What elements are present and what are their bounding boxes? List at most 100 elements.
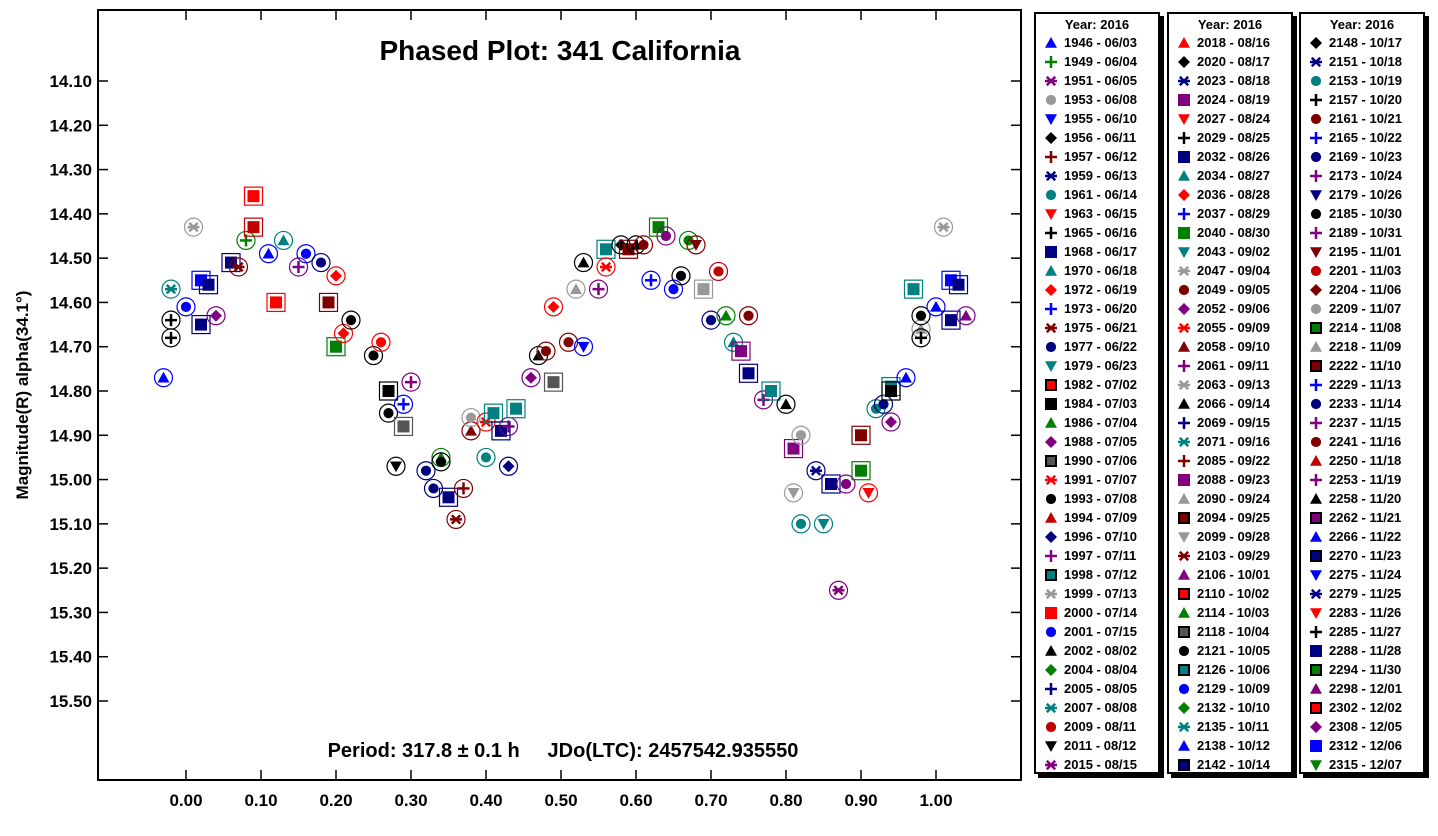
- legend-entry: 2262 - 11/21: [1301, 508, 1423, 527]
- legend-entry: 2189 - 10/31: [1301, 223, 1423, 242]
- legend-marker: [1178, 341, 1190, 352]
- legend-marker: [1310, 227, 1322, 239]
- data-point: [791, 514, 811, 534]
- legend-marker: [1045, 702, 1057, 714]
- legend-column: Year: 2016 2148 - 10/17 2151 - 10/18 2153 -…: [1299, 12, 1425, 774]
- legend-label: 2027 - 08/24: [1197, 111, 1271, 126]
- legend-entry: 2090 - 09/24: [1169, 489, 1291, 508]
- legend-label: 2214 - 11/08: [1329, 320, 1402, 335]
- data-point: [206, 306, 226, 326]
- legend-marker: [1310, 265, 1322, 277]
- legend-marker: [1045, 379, 1057, 391]
- legend-marker: [1310, 56, 1322, 68]
- legend-marker: [1178, 607, 1190, 618]
- data-point: [941, 310, 961, 330]
- legend-marker: [1310, 398, 1322, 410]
- legend-label: 2055 - 09/09: [1197, 320, 1271, 335]
- legend-marker: [1310, 113, 1322, 125]
- data-point: [371, 332, 391, 352]
- data-point: [693, 279, 714, 299]
- data-point: [393, 394, 414, 414]
- legend-label: 1963 - 06/15: [1064, 206, 1138, 221]
- legend-entry: 1991 - 07/07: [1036, 470, 1158, 489]
- legend-entry: 2179 - 10/26: [1301, 185, 1423, 204]
- legend-entry: 2085 - 09/22: [1169, 451, 1291, 470]
- legend-label: 1946 - 06/03: [1064, 35, 1138, 50]
- legend-entry: 1963 - 06/15: [1036, 204, 1158, 223]
- legend-label: 2169 - 10/23: [1329, 149, 1403, 164]
- data-point: [708, 261, 729, 282]
- x-tick-label: 0.60: [619, 791, 652, 810]
- legend-label: 2114 - 10/03: [1197, 605, 1270, 620]
- legend-marker: [1310, 151, 1322, 163]
- legend-entry: 2043 - 09/02: [1169, 242, 1291, 261]
- data-point: [641, 270, 661, 290]
- legend-label: 2043 - 09/02: [1197, 244, 1271, 259]
- legend-marker: [1178, 94, 1190, 106]
- data-point: [588, 279, 609, 299]
- legend-entry: 2009 - 08/11: [1036, 717, 1158, 736]
- y-tick-label: 15.40: [49, 648, 92, 667]
- legend-marker: [1178, 626, 1190, 638]
- legend-entry: 1973 - 06/20: [1036, 299, 1158, 318]
- y-tick-label: 14.80: [49, 382, 92, 401]
- legend-label: 1953 - 06/08: [1064, 92, 1138, 107]
- legend-marker: [1178, 740, 1190, 751]
- data-point: [191, 314, 211, 335]
- legend-title: Year: 2016: [1197, 17, 1263, 32]
- legend-entry: 1965 - 06/16: [1036, 223, 1158, 242]
- legend-marker: [1310, 417, 1322, 429]
- legend-label: 2015 - 08/15: [1064, 757, 1138, 772]
- legend-label: 2173 - 10/24: [1329, 168, 1403, 183]
- x-tick-label: 0.80: [769, 791, 802, 810]
- legend-marker: [1178, 645, 1190, 657]
- legend-marker: [1310, 190, 1322, 201]
- data-point: [161, 310, 181, 330]
- legend-entry: 1993 - 07/08: [1036, 489, 1158, 508]
- legend-marker: [1310, 132, 1322, 144]
- legend-entry: 2023 - 08/18: [1169, 71, 1291, 90]
- legend-entry: 2308 - 12/05: [1301, 717, 1423, 736]
- legend-marker: [1178, 189, 1190, 201]
- legend-entry: 2052 - 09/06: [1169, 299, 1291, 318]
- legend-entry: 2126 - 10/06: [1169, 660, 1291, 679]
- legend-marker: [1310, 208, 1322, 220]
- legend-entry: 2118 - 10/04: [1169, 622, 1291, 641]
- y-tick-label: 15.30: [49, 603, 92, 622]
- legend-label: 2298 - 12/01: [1329, 681, 1403, 696]
- legend-label: 1955 - 06/10: [1064, 111, 1138, 126]
- data-point: [506, 399, 526, 419]
- x-tick-label: 0.10: [244, 791, 277, 810]
- legend-marker: [1178, 436, 1190, 448]
- legend-marker: [1310, 170, 1322, 182]
- legend-marker: [1178, 493, 1190, 504]
- legend-marker: [1045, 512, 1057, 523]
- legend-marker: [1310, 721, 1322, 733]
- legend-label: 1999 - 07/13: [1064, 586, 1138, 601]
- y-tick-label: 14.50: [49, 249, 92, 268]
- legend-label: 2209 - 11/07: [1329, 301, 1402, 316]
- data-point: [566, 279, 586, 299]
- data-point: [153, 368, 174, 388]
- legend-entry: 2032 - 08/26: [1169, 147, 1291, 166]
- data-point: [401, 372, 421, 392]
- legend-entry: 1949 - 06/04: [1036, 52, 1158, 71]
- legend-entry: 2270 - 11/23: [1301, 546, 1423, 565]
- legend-label: 2020 - 08/17: [1197, 54, 1271, 69]
- legend-marker: [1310, 493, 1322, 504]
- legend-label: 2121 - 10/05: [1197, 643, 1271, 658]
- legend-entry: 2018 - 08/16: [1169, 33, 1291, 52]
- legend-label: 2061 - 09/11: [1197, 358, 1270, 373]
- data-point: [161, 328, 181, 348]
- legend-marker: [1045, 417, 1057, 428]
- legend-entry: 2169 - 10/23: [1301, 147, 1423, 166]
- legend-label: 2315 - 12/07: [1329, 757, 1403, 772]
- legend-entry: 1961 - 06/14: [1036, 185, 1158, 204]
- data-point: [851, 461, 871, 481]
- data-point: [686, 235, 706, 255]
- data-point: [731, 341, 751, 361]
- legend-marker: [1178, 417, 1190, 429]
- x-axis: 0.00 0.10 0.20 0.30 0.40 0.50 0.60 0.70 0.80 0.90…: [169, 10, 953, 810]
- legend-marker: [1178, 759, 1190, 771]
- legend-label: 2011 - 08/12: [1064, 738, 1137, 753]
